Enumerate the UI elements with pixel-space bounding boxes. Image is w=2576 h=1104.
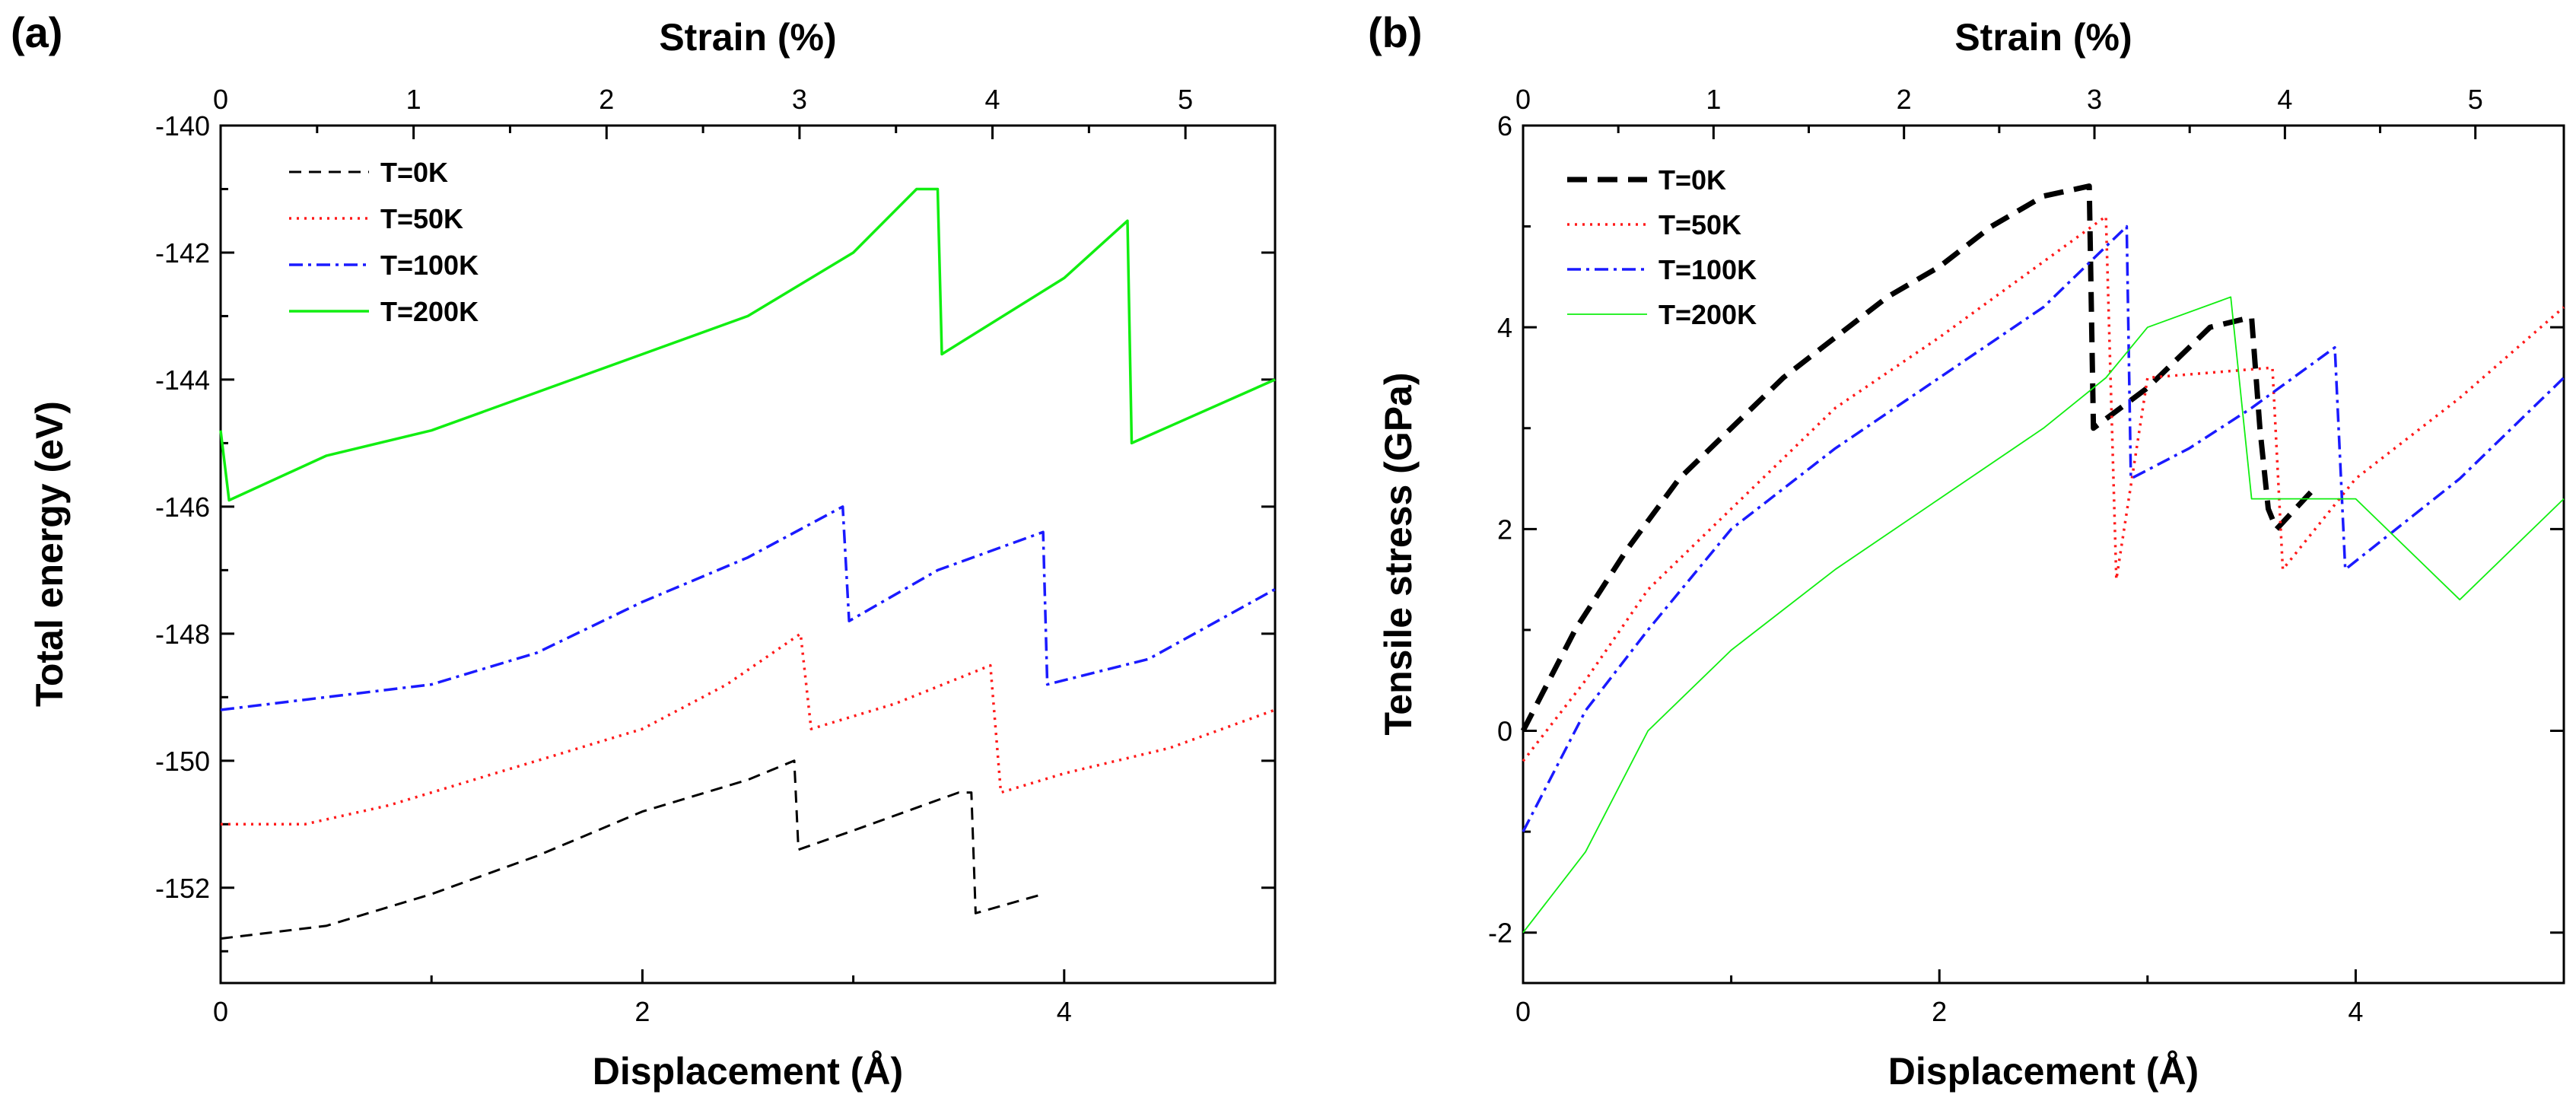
top-axis-title-a: Strain (%) <box>659 16 836 59</box>
y-tick-label-a: -152 <box>155 873 210 904</box>
plot-frame-b <box>1522 124 2565 985</box>
legend-label-b: T=200K <box>1658 299 1757 330</box>
x-tick-label-b: 0 <box>1515 996 1531 1027</box>
y-axis-title-a: Total energy (eV) <box>28 401 71 707</box>
y-tick-label-b: 0 <box>1497 716 1512 747</box>
legend-label-b: T=50K <box>1658 209 1741 240</box>
series-line-b-t50k <box>1522 215 2565 762</box>
top-axis-title-b: Strain (%) <box>1954 16 2132 59</box>
y-tick-label-b: -2 <box>1488 918 1512 949</box>
top-tick-label-b: 0 <box>1515 84 1531 115</box>
x-tick-label-a: 4 <box>1057 996 1072 1027</box>
legend-label-a: T=100K <box>380 250 479 281</box>
y-tick-label-b: 2 <box>1497 514 1512 545</box>
top-tick-label-a: 0 <box>213 84 228 115</box>
legend-label-b: T=100K <box>1658 254 1757 285</box>
series-line-b-t100k <box>1522 224 2565 832</box>
y-tick-label-a: -144 <box>155 364 210 396</box>
x-axis-title-a: Displacement (Å) <box>593 1050 903 1093</box>
top-tick-label-b: 3 <box>2087 84 2102 115</box>
x-tick-label-b: 2 <box>1932 996 1947 1027</box>
series-line-b-t200k <box>1522 296 2565 934</box>
top-tick-label-a: 3 <box>792 84 807 115</box>
panel-label-b: (b) <box>1368 8 1423 56</box>
y-axis-title-b: Tensile stress (GPa) <box>1377 372 1420 735</box>
x-tick-label-b: 4 <box>2348 996 2363 1027</box>
panel-b: (b) 0 2 4 0 1 2 3 4 5 6 4 2 0 -2 T=0K T=50K T=100K T=200K… <box>1368 8 2565 1093</box>
x-tick-label-a: 0 <box>213 996 228 1027</box>
panel-a: (a) 0 2 4 0 1 2 3 4 5 -140 -142 -144 -146 -148 -150 -15… <box>11 8 1277 1093</box>
legend-label-a: T=50K <box>380 203 463 234</box>
x-tick-label-a: 2 <box>634 996 650 1027</box>
legend-label-a: T=0K <box>380 157 448 188</box>
y-tick-label-a: -142 <box>155 237 210 269</box>
top-tick-label-b: 1 <box>1706 84 1721 115</box>
y-tick-label-a: -148 <box>155 619 210 650</box>
top-tick-label-b: 4 <box>2277 84 2292 115</box>
y-tick-label-b: 6 <box>1497 110 1512 142</box>
series-line-a-t100k <box>220 505 1276 711</box>
series-line-a-t0k <box>220 759 1044 940</box>
y-tick-label-a: -150 <box>155 746 210 777</box>
plot-area-a: 0 2 4 0 1 2 3 4 5 -140 -142 -144 -146 -148 -150 -152 T=0… <box>155 84 1277 1027</box>
top-tick-label-a: 5 <box>1178 84 1193 115</box>
top-tick-label-a: 4 <box>985 84 1000 115</box>
plot-area-b: 0 2 4 0 1 2 3 4 5 6 4 2 0 -2 T=0K T=50K T=100K T=200K <box>1488 84 2565 1027</box>
y-tick-label-a: -146 <box>155 492 210 523</box>
panel-label-a: (a) <box>11 8 62 56</box>
legend-label-b: T=0K <box>1658 164 1726 196</box>
y-tick-label-b: 4 <box>1497 312 1512 343</box>
legend-label-a: T=200K <box>380 296 479 327</box>
top-tick-label-b: 2 <box>1897 84 1912 115</box>
top-tick-label-a: 1 <box>406 84 421 115</box>
x-axis-title-b: Displacement (Å) <box>1888 1050 2199 1093</box>
y-tick-label-a: -140 <box>155 110 210 142</box>
series-line-a-t200k <box>219 187 1276 502</box>
top-tick-label-b: 5 <box>2468 84 2483 115</box>
top-tick-label-a: 2 <box>599 84 614 115</box>
plot-frame-a <box>219 124 1277 985</box>
series-line-a-t50k <box>221 632 1276 826</box>
series-line-b-t0k <box>1520 183 2317 733</box>
